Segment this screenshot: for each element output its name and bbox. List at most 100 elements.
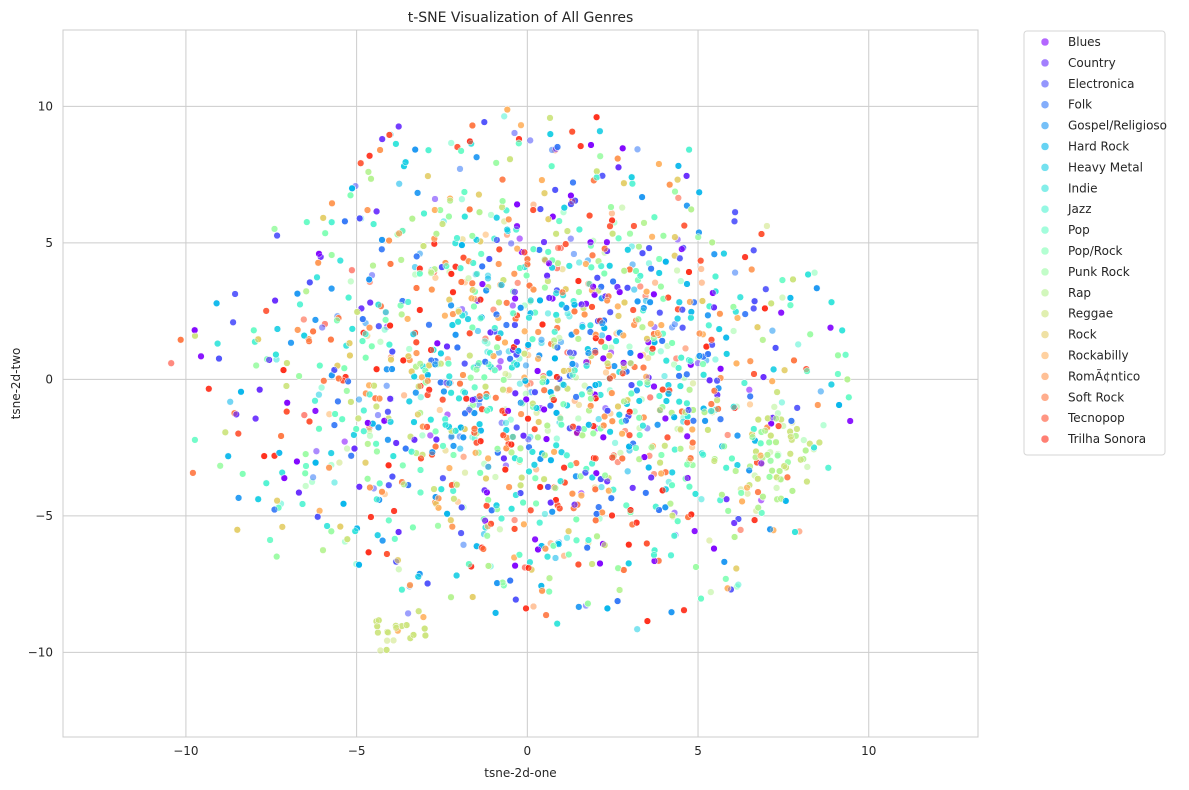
scatter-point: [346, 351, 354, 360]
scatter-point: [750, 246, 758, 254]
scatter-point: [386, 418, 395, 426]
scatter-point: [650, 557, 659, 565]
scatter-point: [780, 462, 788, 470]
scatter-point: [661, 442, 669, 450]
scatter-point: [750, 297, 759, 305]
scatter-point: [700, 408, 709, 416]
scatter-point: [680, 606, 688, 614]
scatter-point: [456, 264, 465, 272]
scatter-point: [591, 381, 600, 389]
scatter-point: [233, 526, 241, 534]
scatter-point: [484, 274, 492, 283]
scatter-point: [507, 505, 516, 513]
scatter-point: [519, 432, 528, 440]
scatter-point: [372, 440, 380, 448]
scatter-point: [540, 386, 548, 394]
scatter-point: [374, 411, 382, 419]
scatter-point: [659, 232, 668, 240]
scatter-point: [608, 389, 616, 397]
scatter-point: [469, 593, 477, 601]
scatter-point: [364, 548, 373, 556]
scatter-point: [803, 463, 811, 471]
scatter-point: [395, 180, 403, 188]
scatter-point: [533, 367, 542, 375]
scatter-point: [541, 510, 549, 518]
scatter-point: [618, 430, 626, 438]
scatter-point: [520, 520, 528, 528]
scatter-point: [534, 328, 542, 336]
scatter-point: [768, 467, 776, 475]
scatter-point: [416, 269, 424, 278]
scatter-point: [382, 646, 391, 654]
scatter-point: [311, 407, 320, 415]
scatter-point: [813, 284, 821, 292]
scatter-point: [745, 386, 753, 394]
scatter-point: [541, 451, 549, 459]
scatter-point: [456, 445, 464, 453]
scatter-point: [460, 188, 469, 196]
scatter-point: [656, 309, 664, 317]
scatter-point: [730, 217, 739, 225]
scatter-point: [454, 318, 462, 326]
scatter-point: [593, 532, 601, 540]
scatter-point: [466, 205, 474, 214]
scatter-point: [647, 320, 655, 328]
scatter-point: [365, 324, 374, 332]
scatter-point: [535, 418, 543, 426]
scatter-point: [686, 298, 694, 306]
scatter-point: [311, 397, 319, 405]
scatter-point: [600, 269, 608, 278]
scatter-point: [330, 421, 339, 429]
scatter-point: [395, 565, 403, 573]
scatter-point: [655, 392, 664, 400]
scatter-point: [282, 382, 291, 390]
scatter-point: [797, 456, 805, 464]
scatter-point: [224, 452, 232, 460]
scatter-point: [630, 222, 638, 230]
scatter-point: [636, 379, 644, 388]
scatter-point: [625, 342, 634, 351]
scatter-point: [737, 489, 745, 497]
scatter-point: [458, 503, 466, 512]
scatter-point: [364, 440, 372, 448]
scatter-point: [647, 265, 655, 273]
scatter-point: [540, 238, 548, 246]
scatter-point: [475, 190, 483, 199]
scatter-point: [362, 354, 370, 362]
scatter-point: [635, 242, 643, 251]
scatter-point: [593, 274, 601, 282]
scatter-point: [399, 461, 407, 470]
scatter-point: [483, 488, 491, 497]
scatter-point: [212, 299, 221, 307]
scatter-point: [545, 294, 553, 302]
scatter-point: [666, 500, 675, 508]
scatter-point: [757, 459, 765, 467]
scatter-point: [673, 266, 681, 275]
scatter-point: [293, 457, 301, 466]
scatter-point: [622, 416, 630, 425]
scatter-point: [552, 441, 560, 449]
scatter-point: [344, 377, 352, 386]
scatter-point: [611, 439, 619, 447]
scatter-point: [575, 288, 583, 296]
scatter-point: [390, 507, 398, 515]
scatter-point: [384, 461, 393, 469]
scatter-point: [766, 525, 774, 533]
scatter-point: [388, 347, 396, 356]
scatter-point: [589, 429, 597, 438]
scatter-point: [766, 457, 775, 465]
scatter-point: [527, 506, 535, 514]
scatter-point: [685, 386, 694, 394]
scatter-point: [707, 400, 715, 408]
scatter-point: [588, 560, 596, 568]
scatter-point: [327, 449, 335, 457]
scatter-point: [385, 481, 393, 489]
scatter-point: [618, 454, 626, 463]
scatter-point: [481, 358, 489, 366]
scatter-point: [531, 425, 539, 433]
scatter-point: [547, 498, 555, 507]
scatter-point: [518, 473, 526, 482]
scatter-point: [378, 488, 386, 496]
scatter-point: [574, 560, 583, 569]
scatter-point: [768, 327, 777, 335]
